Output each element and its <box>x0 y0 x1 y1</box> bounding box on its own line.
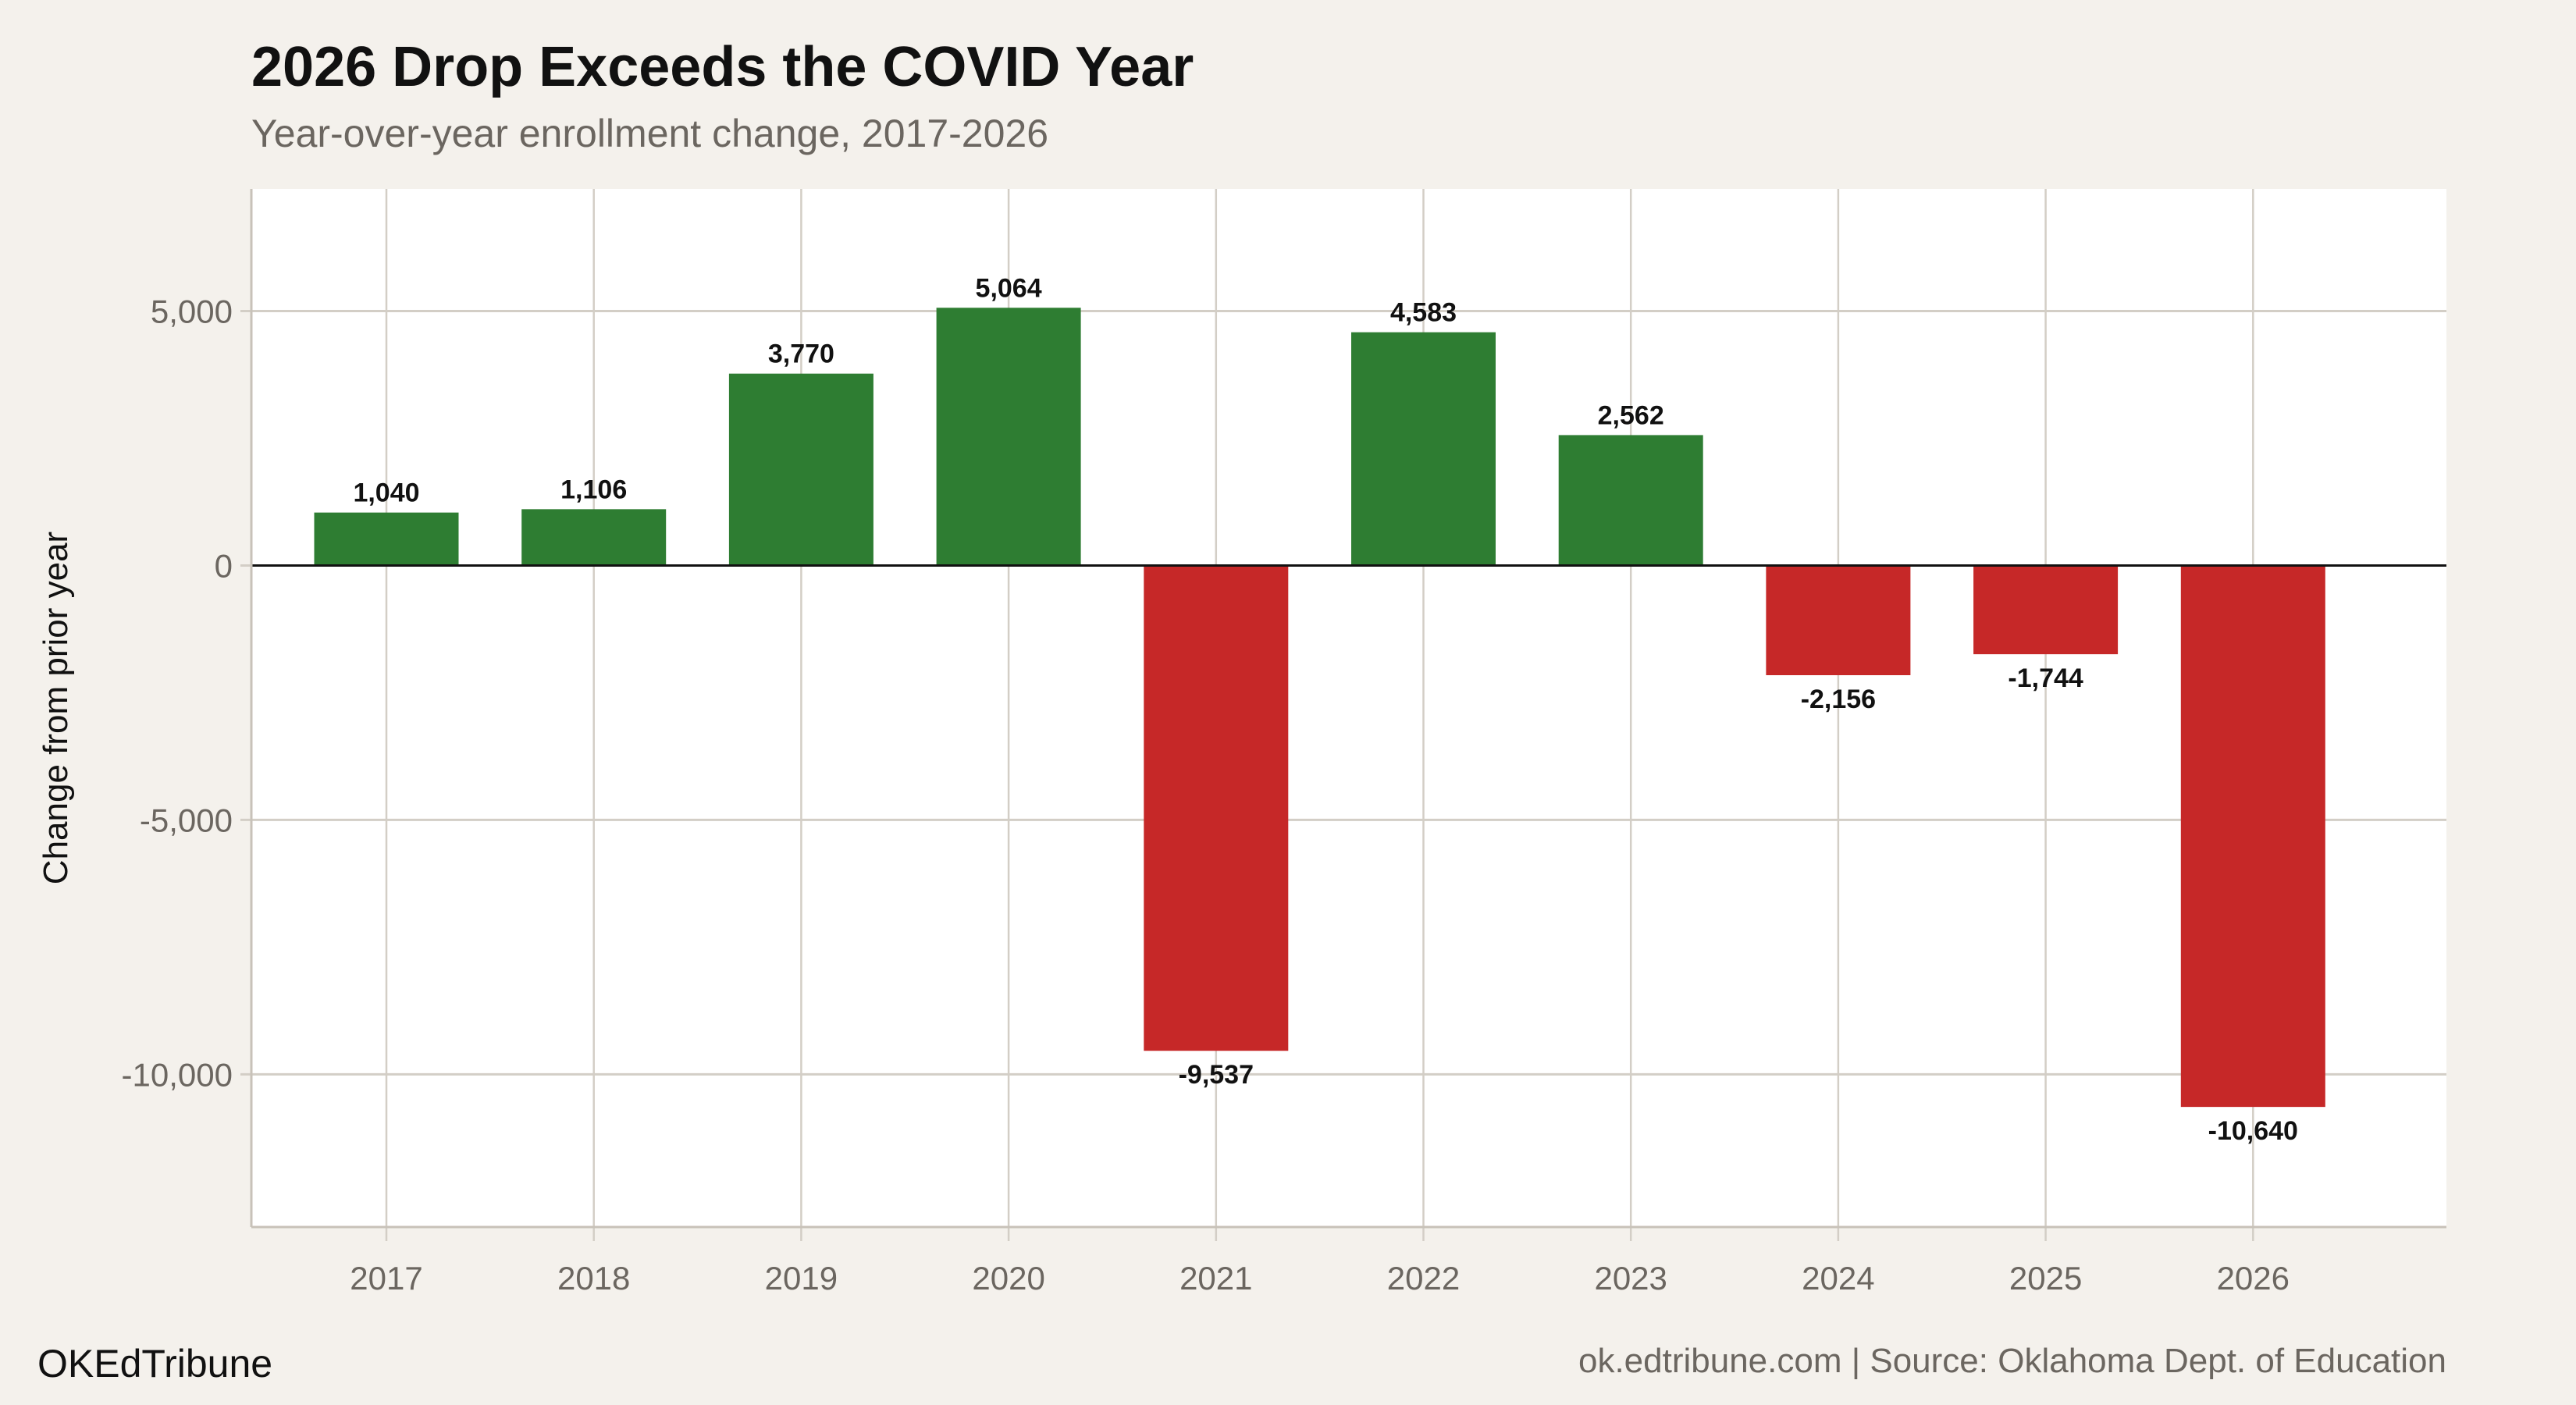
data-label-2024: -2,156 <box>1801 685 1876 714</box>
data-label-2023: 2,562 <box>1598 400 1664 430</box>
x-tick-label: 2022 <box>1387 1260 1460 1297</box>
bar-2017 <box>314 512 459 566</box>
data-label-2018: 1,106 <box>560 475 627 504</box>
x-tick-label: 2019 <box>765 1260 838 1297</box>
source-note: ok.edtribune.com | Source: Oklahoma Dept… <box>1578 1342 2446 1380</box>
data-label-2019: 3,770 <box>768 340 834 369</box>
y-tick-label: -10,000 <box>122 1056 233 1093</box>
x-tick-label: 2025 <box>2009 1260 2082 1297</box>
bars <box>314 308 2325 1108</box>
bar-2022 <box>1351 332 1496 566</box>
chart-subtitle: Year-over-year enrollment change, 2017-2… <box>251 112 1048 155</box>
bar-2023 <box>1558 435 1703 566</box>
bar-2020 <box>936 308 1081 566</box>
bar-2018 <box>521 509 667 566</box>
y-tick-label: 0 <box>215 547 233 584</box>
x-tick-label: 2023 <box>1594 1260 1667 1297</box>
data-label-2017: 1,040 <box>353 478 419 508</box>
x-tick-label: 2021 <box>1179 1260 1252 1297</box>
brand-logo-text: OKEdTribune <box>37 1342 272 1385</box>
x-tick-label: 2026 <box>2217 1260 2290 1297</box>
data-label-2026: -10,640 <box>2208 1116 2298 1146</box>
data-label-2021: -9,537 <box>1179 1060 1254 1090</box>
x-tick-labels: 2017 2018 2019 2020 2021 2022 2023 2024 2025 2026 <box>350 1260 2290 1297</box>
plot-panel <box>251 189 2446 1227</box>
x-tick-label: 2024 <box>1802 1260 1874 1297</box>
bar-2026 <box>2180 565 2325 1108</box>
y-tick-label: -5,000 <box>140 802 233 838</box>
x-tick-label: 2020 <box>972 1260 1044 1297</box>
x-tick-label: 2018 <box>557 1260 630 1297</box>
bar-2021 <box>1144 565 1289 1051</box>
bar-2025 <box>1973 565 2119 655</box>
y-axis-label: Change from prior year <box>37 532 75 884</box>
bar-2024 <box>1766 565 1911 676</box>
y-tick-labels: 5,000 0 -5,000 -10,000 <box>122 293 233 1093</box>
data-label-2022: 4,583 <box>1390 298 1457 328</box>
x-tick-label: 2017 <box>350 1260 422 1297</box>
chart-title: 2026 Drop Exceeds the COVID Year <box>251 36 1194 98</box>
data-label-2025: -1,744 <box>2008 663 2083 693</box>
data-label-2020: 5,064 <box>976 273 1042 303</box>
data-labels: 1,040 1,106 3,770 5,064 -9,537 4,583 2,562 -2,1… <box>353 273 2298 1146</box>
bar-2019 <box>728 373 873 566</box>
y-tick-label: 5,000 <box>151 293 233 329</box>
